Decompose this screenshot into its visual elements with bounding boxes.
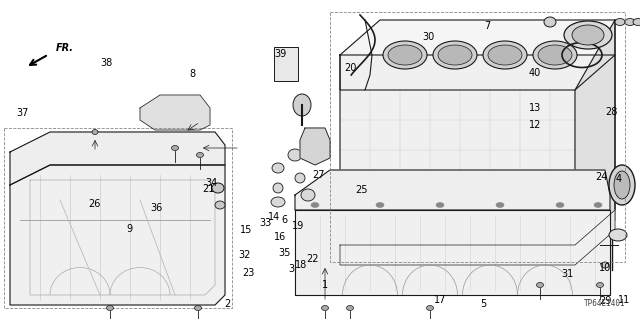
Text: 14: 14 — [268, 212, 280, 222]
Text: 32: 32 — [238, 249, 251, 260]
Polygon shape — [10, 165, 225, 305]
Ellipse shape — [106, 306, 113, 310]
Ellipse shape — [346, 306, 353, 310]
Ellipse shape — [321, 306, 328, 310]
Ellipse shape — [288, 149, 302, 161]
Text: 8: 8 — [189, 69, 195, 79]
Polygon shape — [300, 128, 330, 165]
Ellipse shape — [594, 203, 602, 207]
Polygon shape — [295, 170, 610, 210]
Polygon shape — [140, 95, 210, 130]
FancyBboxPatch shape — [274, 47, 298, 81]
Ellipse shape — [271, 197, 285, 207]
Ellipse shape — [272, 163, 284, 173]
Text: 21: 21 — [202, 184, 214, 194]
Text: 29: 29 — [599, 296, 612, 307]
Ellipse shape — [609, 229, 627, 241]
Ellipse shape — [483, 41, 527, 69]
Ellipse shape — [215, 201, 225, 209]
Text: 3: 3 — [288, 264, 294, 274]
Ellipse shape — [538, 45, 572, 65]
Ellipse shape — [295, 173, 305, 183]
Text: 35: 35 — [278, 248, 291, 258]
Text: 28: 28 — [605, 107, 618, 117]
Text: 10: 10 — [598, 263, 611, 273]
Ellipse shape — [388, 45, 422, 65]
Ellipse shape — [92, 130, 98, 135]
Text: 13: 13 — [529, 103, 541, 114]
Polygon shape — [575, 20, 615, 255]
Ellipse shape — [301, 189, 315, 201]
Ellipse shape — [625, 19, 635, 26]
Ellipse shape — [436, 203, 444, 207]
Ellipse shape — [273, 183, 283, 193]
Ellipse shape — [556, 203, 564, 207]
Polygon shape — [295, 210, 610, 295]
Text: 27: 27 — [312, 170, 325, 180]
Polygon shape — [340, 210, 615, 265]
Ellipse shape — [195, 306, 202, 310]
Ellipse shape — [311, 203, 319, 207]
Text: 2: 2 — [224, 299, 230, 309]
Text: 38: 38 — [100, 58, 113, 68]
Text: 6: 6 — [282, 215, 288, 225]
Text: 34: 34 — [205, 178, 218, 189]
Ellipse shape — [544, 17, 556, 27]
Ellipse shape — [601, 262, 609, 268]
Text: 33: 33 — [259, 218, 272, 228]
Polygon shape — [340, 55, 615, 255]
Text: TP64E1401: TP64E1401 — [584, 299, 625, 308]
Text: FR.: FR. — [56, 43, 74, 54]
Text: 9: 9 — [127, 224, 133, 234]
Text: 23: 23 — [242, 268, 255, 278]
Ellipse shape — [609, 165, 635, 205]
Ellipse shape — [572, 25, 604, 45]
Ellipse shape — [488, 45, 522, 65]
Text: 18: 18 — [294, 260, 307, 270]
Ellipse shape — [172, 145, 179, 151]
Text: 36: 36 — [150, 203, 163, 213]
Ellipse shape — [615, 19, 625, 26]
Text: 22: 22 — [306, 254, 319, 264]
Ellipse shape — [596, 283, 604, 287]
Ellipse shape — [376, 203, 384, 207]
Text: 17: 17 — [434, 295, 447, 305]
Ellipse shape — [433, 41, 477, 69]
Text: 16: 16 — [274, 232, 287, 242]
Ellipse shape — [426, 306, 433, 310]
Text: 30: 30 — [422, 32, 435, 42]
Ellipse shape — [293, 94, 311, 116]
Polygon shape — [10, 132, 225, 185]
Text: 39: 39 — [274, 48, 287, 59]
Ellipse shape — [196, 152, 204, 158]
Text: 25: 25 — [355, 185, 368, 195]
Ellipse shape — [533, 41, 577, 69]
Text: 31: 31 — [561, 269, 573, 279]
Text: 7: 7 — [484, 21, 491, 31]
Ellipse shape — [438, 45, 472, 65]
Ellipse shape — [496, 203, 504, 207]
Text: 40: 40 — [528, 68, 541, 78]
Ellipse shape — [564, 21, 612, 49]
Text: 24: 24 — [595, 172, 608, 182]
Polygon shape — [340, 20, 615, 90]
Ellipse shape — [614, 171, 630, 199]
Text: 11: 11 — [618, 295, 630, 305]
Ellipse shape — [633, 19, 640, 26]
Text: 5: 5 — [480, 299, 486, 309]
Text: 20: 20 — [344, 63, 357, 73]
Text: 19: 19 — [291, 221, 304, 232]
Ellipse shape — [212, 183, 224, 193]
Text: 26: 26 — [88, 198, 101, 209]
Text: 1: 1 — [322, 280, 328, 290]
Ellipse shape — [536, 283, 543, 287]
Text: 12: 12 — [529, 120, 541, 130]
Text: 4: 4 — [615, 174, 621, 184]
Ellipse shape — [383, 41, 427, 69]
Text: 15: 15 — [240, 225, 253, 235]
Text: 37: 37 — [16, 108, 29, 118]
